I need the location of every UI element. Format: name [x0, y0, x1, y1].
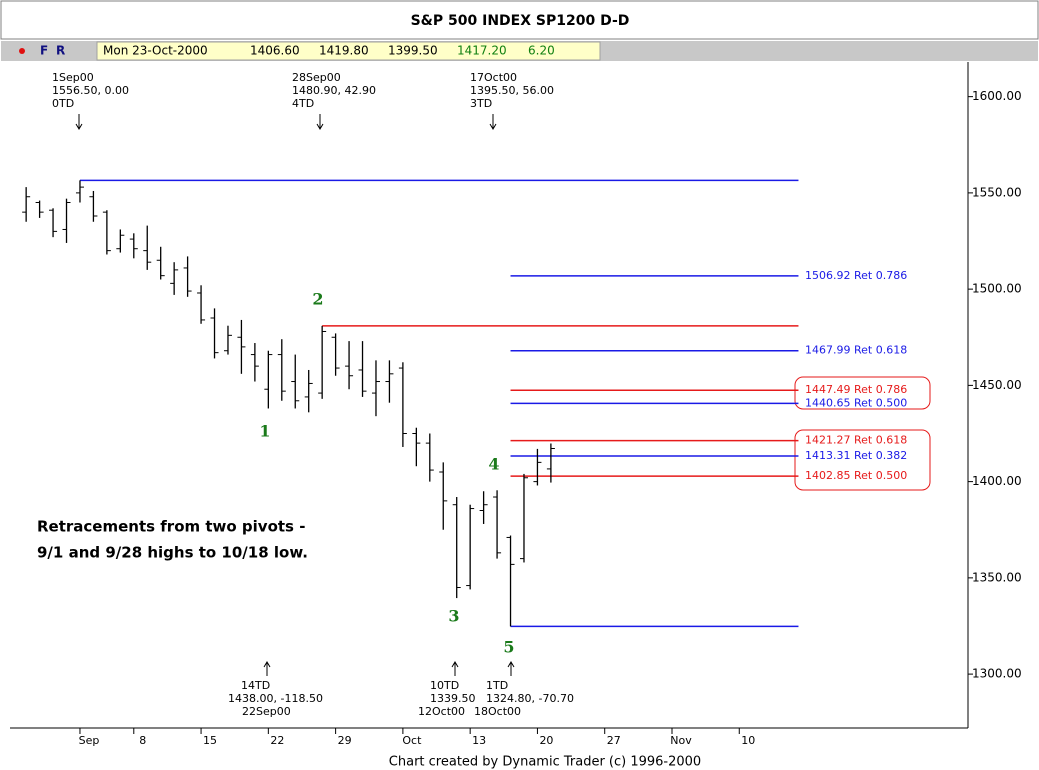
quote-field: 1417.20 — [457, 44, 507, 58]
annotation: 22Sep00 — [242, 705, 291, 718]
quote-field: 6.20 — [528, 44, 555, 58]
annotation: 17Oct00 — [470, 71, 517, 84]
y-tick-label: 1450.00 — [972, 378, 1022, 392]
note: Retracements from two pivots - — [37, 518, 305, 536]
arrow — [316, 114, 324, 130]
x-tick-label: 15 — [203, 734, 217, 747]
y-tick-label: 1500.00 — [972, 282, 1022, 296]
footer: Chart created by Dynamic Trader (c) 1996… — [389, 755, 701, 770]
level-label: 1402.85 Ret 0.500 — [805, 469, 907, 482]
level-label: 1506.92 Ret 0.786 — [805, 269, 907, 282]
y-tick-label: 1300.00 — [972, 667, 1022, 681]
y-tick-label: 1400.00 — [972, 474, 1022, 488]
x-tick-label: 27 — [607, 734, 621, 747]
flag: F — [40, 44, 48, 58]
note: 9/1 and 9/28 highs to 10/18 low. — [37, 544, 308, 562]
x-tick-label: Sep — [79, 734, 100, 747]
x-tick-label: Oct — [402, 734, 422, 747]
y-tick-label: 1350.00 — [972, 570, 1022, 584]
label-box — [794, 376, 931, 410]
quote-field: Mon 23-Oct-2000 — [103, 44, 208, 58]
y-tick-label: 1600.00 — [972, 89, 1022, 103]
plot-area — [10, 62, 968, 728]
annotation: 0TD — [52, 97, 74, 110]
level-label: 1413.31 Ret 0.382 — [805, 449, 907, 462]
status-dot — [19, 48, 25, 54]
x-tick-label: 10 — [741, 734, 755, 747]
level-label: 1447.49 Ret 0.786 — [805, 383, 907, 396]
arrow — [263, 661, 271, 676]
pivot-label: 2 — [312, 290, 323, 309]
x-tick-label: 29 — [338, 734, 352, 747]
y-tick-label: 1550.00 — [972, 185, 1022, 199]
annotation: 28Sep00 — [292, 71, 341, 84]
annotation: 1339.50 — [430, 692, 476, 705]
pivot-label: 1 — [259, 422, 270, 441]
quote-field: 1399.50 — [388, 44, 438, 58]
quote-field: 1406.60 — [250, 44, 300, 58]
annotation: 3TD — [470, 97, 492, 110]
annotation: 1395.50, 56.00 — [470, 84, 554, 97]
annotation: 1438.00, -118.50 — [228, 692, 323, 705]
annotation: 1TD — [486, 679, 508, 692]
arrow — [489, 114, 497, 130]
x-tick-label: 13 — [472, 734, 486, 747]
x-tick-label: 22 — [270, 734, 284, 747]
level-label: 1421.27 Ret 0.618 — [805, 434, 907, 447]
level-label: 1440.65 Ret 0.500 — [805, 396, 907, 409]
annotation: 1324.80, -70.70 — [486, 692, 574, 705]
annotation: 10TD — [430, 679, 459, 692]
pivot-label: 5 — [503, 638, 514, 657]
chart-title: S&P 500 INDEX SP1200 D-D — [411, 13, 630, 29]
x-tick-label: 20 — [539, 734, 553, 747]
level-label: 1467.99 Ret 0.618 — [805, 344, 907, 357]
arrow — [507, 661, 515, 676]
annotation: 14TD — [241, 679, 270, 692]
annotation: 1480.90, 42.90 — [292, 84, 376, 97]
pivot-label: 3 — [448, 607, 459, 626]
title-bar — [0, 0, 1039, 40]
annotation: 18Oct00 — [474, 705, 521, 718]
annotation: 4TD — [292, 97, 314, 110]
annotation: 12Oct00 — [418, 705, 465, 718]
annotation: 1Sep00 — [52, 71, 94, 84]
x-tick-label: 8 — [139, 734, 146, 747]
quote-box — [96, 41, 601, 61]
label-box — [794, 429, 931, 491]
arrow — [451, 661, 459, 676]
quote-field: 1419.80 — [319, 44, 369, 58]
flag: R — [56, 44, 65, 58]
annotation: 1556.50, 0.00 — [52, 84, 129, 97]
x-tick-label: Nov — [670, 734, 692, 747]
arrow — [75, 114, 83, 130]
pivot-label: 4 — [488, 455, 499, 474]
